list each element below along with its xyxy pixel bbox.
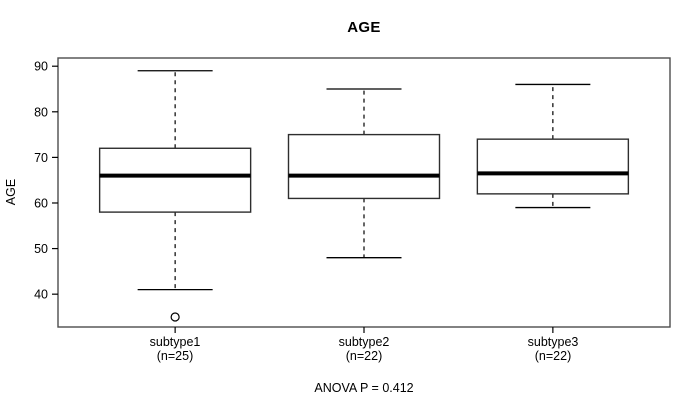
y-tick-label: 80: [34, 105, 48, 119]
group-label: subtype2: [338, 335, 390, 349]
y-tick-label: 60: [34, 196, 48, 210]
outlier-point: [170, 312, 180, 322]
iqr-box: [476, 138, 630, 195]
chart-title: AGE: [347, 19, 381, 36]
x-tick-label-subtype2: subtype2 (n=22): [294, 335, 434, 363]
x-tick-label-subtype1: subtype1 (n=25): [105, 335, 245, 363]
group-label: subtype3: [527, 335, 579, 349]
y-tick-label: 90: [34, 60, 48, 74]
y-tick-label: 70: [34, 151, 48, 165]
group-label: subtype1: [149, 335, 201, 349]
group-count-label: (n=25): [156, 348, 194, 363]
anova-annotation: ANOVA P = 0.412: [314, 381, 414, 395]
group-count-label: (n=22): [534, 348, 572, 363]
iqr-box: [98, 147, 252, 213]
iqr-box: [287, 133, 441, 200]
group-count-label: (n=22): [345, 348, 383, 363]
x-tick-label-subtype3: subtype3 (n=22): [483, 335, 623, 363]
y-tick-label: 50: [34, 242, 48, 256]
y-tick-label: 40: [34, 288, 48, 302]
